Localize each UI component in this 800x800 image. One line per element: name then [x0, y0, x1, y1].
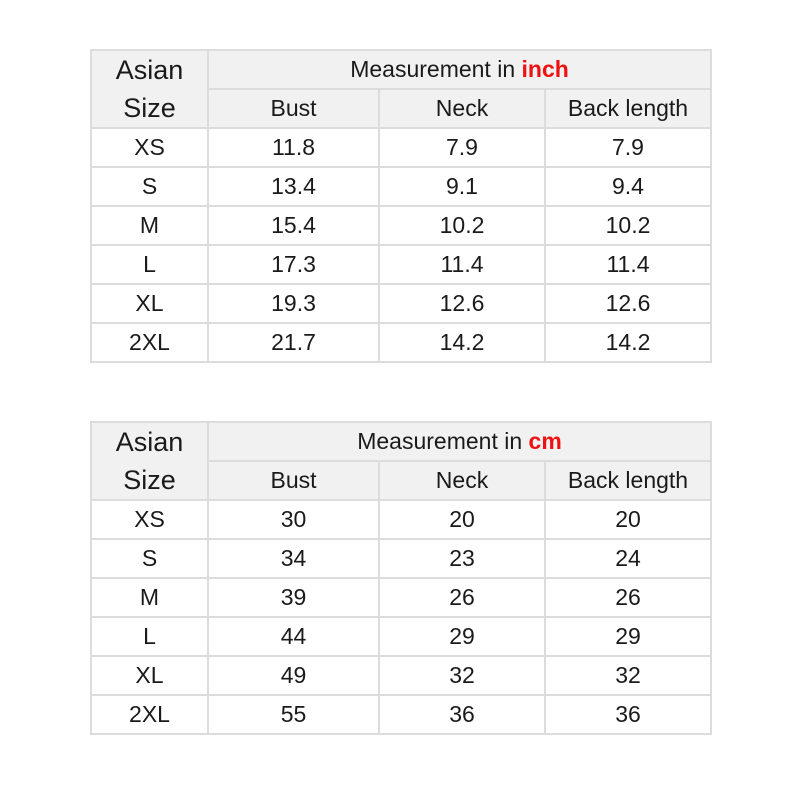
measurement-cell: 7.9: [378, 127, 546, 168]
size-cell: XL: [90, 655, 209, 696]
measurement-cell: 21.7: [207, 322, 380, 363]
measurement-cell: 9.4: [544, 166, 712, 207]
column-header: Back length: [544, 88, 712, 129]
measurement-cell: 26: [378, 577, 546, 618]
column-header: Bust: [207, 88, 380, 129]
table-row: M 15.4 10.2 10.2: [90, 205, 712, 246]
measurement-cell: 10.2: [378, 205, 546, 246]
measurement-cell: 49: [207, 655, 380, 696]
measurement-cell: 15.4: [207, 205, 380, 246]
table-row: XL 19.3 12.6 12.6: [90, 283, 712, 324]
size-cell: M: [90, 577, 209, 618]
size-cell: XS: [90, 127, 209, 168]
measurement-cell: 24: [543, 538, 713, 579]
table-row: 2XL 55 36 36: [90, 694, 713, 735]
size-cell: XS: [90, 499, 209, 540]
measurement-cell: 9.1: [378, 166, 546, 207]
table-row: 2XL 21.7 14.2 14.2: [90, 322, 712, 363]
measurement-cell: 11.4: [378, 244, 546, 285]
measurement-cell: 17.3: [207, 244, 380, 285]
measurement-cell: 34: [207, 538, 380, 579]
measurement-cell: 14.2: [378, 322, 546, 363]
unit-label: cm: [528, 428, 562, 454]
measurement-cell: 29: [543, 616, 713, 657]
size-chart-inch: Asian Size Measurement in inch Bust Neck Back…: [90, 49, 712, 363]
measurement-cell: 20: [543, 499, 713, 540]
table-row: XS 11.8 7.9 7.9: [90, 127, 712, 168]
column-header: Neck: [378, 88, 546, 129]
table-row: L 44 29 29: [90, 616, 713, 657]
column-header: Neck: [378, 460, 546, 501]
column-header: Bust: [207, 460, 380, 501]
measurement-cell: 36: [543, 694, 713, 735]
table-row: XL 49 32 32: [90, 655, 713, 696]
table-row: S 34 23 24: [90, 538, 713, 579]
size-cell: M: [90, 205, 209, 246]
measurement-cell: 23: [378, 538, 546, 579]
measurement-cell: 32: [378, 655, 546, 696]
table-row: M 39 26 26: [90, 577, 713, 618]
size-cell: XL: [90, 283, 209, 324]
size-header: Asian Size: [90, 49, 209, 129]
measurement-header: Measurement in inch: [207, 49, 712, 90]
measurement-cell: 55: [207, 694, 380, 735]
measurement-cell: 10.2: [544, 205, 712, 246]
measurement-cell: 7.9: [544, 127, 712, 168]
size-cell: 2XL: [90, 322, 209, 363]
size-chart-cm: Asian Size Measurement in cm Bust Neck Back l…: [90, 421, 713, 735]
measurement-cell: 26: [543, 577, 713, 618]
measurement-cell: 44: [207, 616, 380, 657]
measurement-cell: 11.8: [207, 127, 380, 168]
column-header: Back length: [543, 460, 713, 501]
measurement-cell: 20: [378, 499, 546, 540]
table-row: XS 30 20 20: [90, 499, 713, 540]
measurement-cell: 39: [207, 577, 380, 618]
size-cell: 2XL: [90, 694, 209, 735]
measurement-cell: 14.2: [544, 322, 712, 363]
table-row: L 17.3 11.4 11.4: [90, 244, 712, 285]
measurement-header: Measurement in cm: [206, 421, 713, 462]
unit-label: inch: [521, 56, 569, 82]
measurement-cell: 32: [543, 655, 713, 696]
measurement-cell: 13.4: [207, 166, 380, 207]
size-header: Asian Size: [90, 421, 209, 501]
measurement-cell: 29: [378, 616, 546, 657]
measurement-cell: 12.6: [544, 283, 712, 324]
measurement-cell: 30: [207, 499, 380, 540]
measurement-cell: 36: [378, 694, 546, 735]
size-cell: S: [90, 538, 209, 579]
size-cell: S: [90, 166, 209, 207]
size-cell: L: [90, 244, 209, 285]
measurement-cell: 19.3: [207, 283, 380, 324]
size-cell: L: [90, 616, 209, 657]
measurement-cell: 11.4: [544, 244, 712, 285]
measurement-cell: 12.6: [378, 283, 546, 324]
table-row: S 13.4 9.1 9.4: [90, 166, 712, 207]
